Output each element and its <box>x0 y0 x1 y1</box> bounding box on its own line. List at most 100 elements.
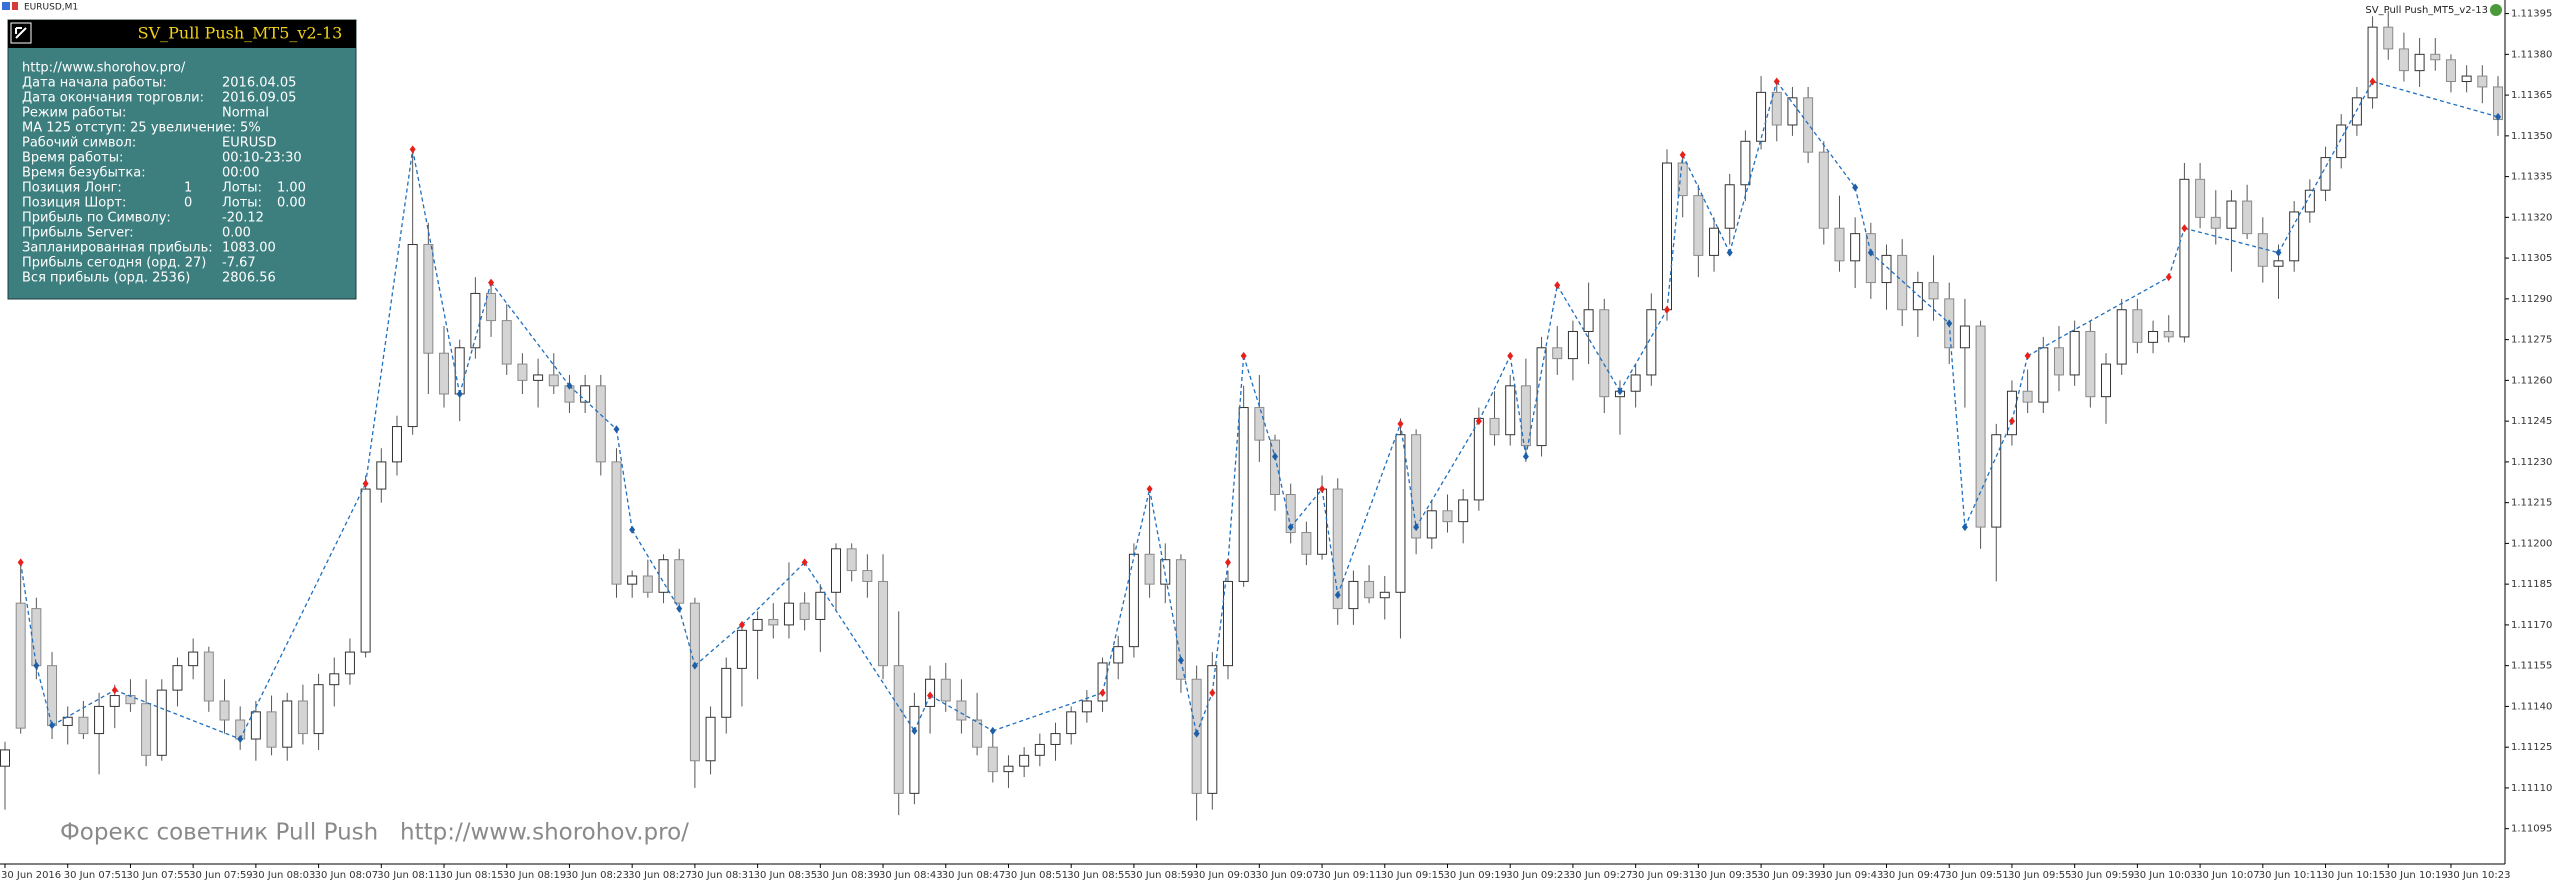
panel-text: Время работы: <box>22 151 123 166</box>
candle-body <box>595 385 606 463</box>
candle-body <box>297 700 308 735</box>
zigzag-segment <box>2277 81 2374 253</box>
zigzag-segment <box>1337 423 1402 596</box>
panel-text: Прибыль Server: <box>22 226 134 241</box>
zigzag-segment <box>364 149 414 484</box>
candle-body <box>2085 330 2096 398</box>
panel-text: Normal <box>222 106 269 121</box>
zigzag-segment <box>1180 660 1198 734</box>
panel-titlebar <box>8 20 356 48</box>
zigzag-segment <box>1776 81 1856 188</box>
candle-body <box>2461 75 2472 83</box>
candle-body <box>1019 754 1030 767</box>
x-tick-label: 30 Jun 09:03 <box>1193 870 1257 881</box>
candle-body <box>1332 488 1343 610</box>
x-tick-label: 30 Jun 08:59 <box>1130 870 1194 881</box>
candle-body <box>1912 282 1923 311</box>
candle-body <box>846 548 857 572</box>
candle-body <box>47 665 58 726</box>
zigzag-point <box>488 278 495 287</box>
zigzag-point <box>613 425 620 434</box>
zigzag-segment <box>1619 309 1668 392</box>
zigzag-segment <box>20 562 38 666</box>
zigzag-point <box>362 479 369 488</box>
zigzag-segment <box>694 624 743 667</box>
candle-body <box>689 602 700 762</box>
candle-body <box>1395 434 1406 593</box>
candle-body <box>439 352 450 395</box>
candle-body <box>1489 417 1500 436</box>
candle-body <box>893 665 904 794</box>
candle-body <box>1881 254 1892 284</box>
candle-body <box>1081 700 1092 713</box>
candle-body <box>203 651 214 702</box>
x-tick-label: 30 Jun 09:43 <box>1820 870 1884 881</box>
window-title: EURUSD,M1 <box>24 3 78 13</box>
candle-body <box>1285 493 1296 534</box>
candle-body <box>1426 510 1437 539</box>
zigzag-point <box>1961 523 1968 532</box>
candle-body <box>423 244 434 354</box>
zigzag-point <box>911 726 918 735</box>
candle-body <box>1787 97 1798 126</box>
candle-body <box>1693 195 1704 256</box>
panel-text: 00:10-23:30 <box>222 151 302 166</box>
zigzag-point <box>1852 183 1859 192</box>
y-tick-label: 1.11320 <box>2511 212 2552 223</box>
candle-body <box>987 746 998 773</box>
zigzag-point <box>1867 248 1874 257</box>
zigzag-point <box>1240 351 1247 360</box>
panel-text: Рабочий символ: <box>22 136 136 151</box>
candle-body <box>1771 91 1782 126</box>
candle-body <box>1724 184 1735 229</box>
candle-body <box>2383 26 2394 50</box>
zigzag-segment <box>678 608 696 666</box>
panel-text: EURUSD <box>222 136 277 151</box>
candle-body <box>2132 309 2143 343</box>
zigzag-segment <box>804 562 915 732</box>
zigzag-segment <box>2372 80 2499 118</box>
candle-body <box>1646 309 1657 376</box>
candle-body <box>1520 385 1531 447</box>
candle-body <box>0 749 10 767</box>
zigzag-segment <box>992 692 1103 732</box>
zigzag-point <box>1475 417 1482 426</box>
zigzag-point <box>1193 729 1200 738</box>
info-panel: SV_Pull Push_MT5_v2-13 http://www.shoroh… <box>7 19 357 300</box>
candle-body <box>1756 91 1767 142</box>
candle-body <box>454 347 465 395</box>
candle-body <box>282 700 293 748</box>
panel-text: Время безубытка: <box>22 166 146 181</box>
panel-text: -20.12 <box>222 211 264 226</box>
panel-text: 2806.56 <box>222 271 276 286</box>
candle-body <box>2351 97 2362 126</box>
candle-body <box>878 580 889 667</box>
candle-body <box>1442 510 1453 523</box>
candle-body <box>1505 385 1516 436</box>
candle-body <box>78 716 89 735</box>
panel-text: 1.00 <box>277 181 306 196</box>
candle-body <box>1364 580 1375 599</box>
x-tick-label: 30 Jun 08:51 <box>1004 870 1068 881</box>
candle-body <box>2116 309 2127 365</box>
candle-body <box>1411 434 1422 539</box>
candle-body <box>1803 97 1814 153</box>
panel-text: 00:00 <box>222 166 259 181</box>
candle-body <box>768 618 779 626</box>
zigzag-point <box>1616 387 1623 396</box>
zigzag-point <box>1099 688 1106 697</box>
candle-body <box>2069 330 2080 376</box>
candle-body <box>815 591 826 620</box>
x-tick-label: 30 Jun 08:27 <box>628 870 692 881</box>
candle-body <box>2430 53 2441 61</box>
x-tick-label: 30 Jun 09:55 <box>2008 870 2072 881</box>
zigzag-point <box>2024 351 2031 360</box>
candle-body <box>658 559 669 593</box>
panel-text: 1083.00 <box>222 241 276 256</box>
panel-text: Дата окончания торговли: <box>22 91 204 106</box>
candle-body <box>391 426 402 463</box>
y-tick-label: 1.11140 <box>2511 701 2552 712</box>
panel-text: -7.67 <box>222 256 256 271</box>
zigzag-point <box>676 604 683 613</box>
zigzag-point <box>801 558 808 567</box>
